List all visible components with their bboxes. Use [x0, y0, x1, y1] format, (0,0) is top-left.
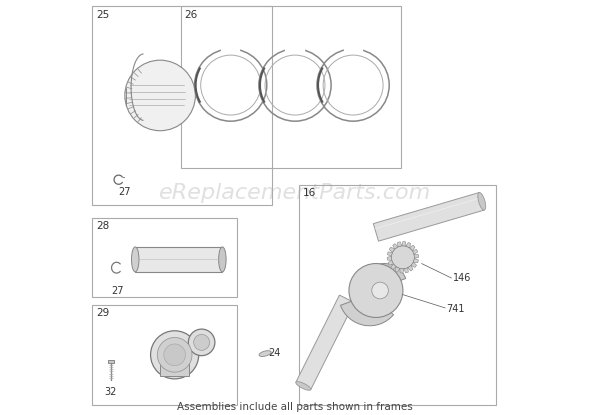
- Polygon shape: [414, 254, 419, 258]
- Bar: [93, 6, 272, 205]
- Text: 26: 26: [184, 10, 198, 20]
- Bar: [299, 185, 496, 405]
- Polygon shape: [400, 269, 404, 273]
- Text: 27: 27: [112, 286, 124, 295]
- Text: Assemblies include all parts shown in frames: Assemblies include all parts shown in fr…: [177, 402, 413, 412]
- Polygon shape: [393, 244, 398, 249]
- Polygon shape: [411, 262, 417, 267]
- Ellipse shape: [132, 247, 139, 272]
- Text: 16: 16: [303, 188, 316, 198]
- Text: 741: 741: [447, 304, 465, 314]
- Polygon shape: [395, 267, 400, 272]
- Polygon shape: [296, 295, 355, 390]
- Polygon shape: [402, 242, 406, 246]
- Polygon shape: [179, 330, 203, 350]
- Ellipse shape: [259, 351, 271, 356]
- Circle shape: [372, 282, 388, 299]
- Circle shape: [125, 60, 195, 131]
- Circle shape: [194, 334, 209, 350]
- Bar: [135, 247, 222, 272]
- Wedge shape: [340, 295, 394, 326]
- Polygon shape: [414, 258, 418, 263]
- Ellipse shape: [296, 382, 311, 390]
- Text: 146: 146: [453, 273, 471, 283]
- Polygon shape: [388, 260, 394, 265]
- Text: 29: 29: [96, 308, 109, 318]
- Text: 27: 27: [118, 187, 130, 197]
- Circle shape: [158, 337, 192, 372]
- Bar: [93, 305, 237, 405]
- Circle shape: [164, 344, 185, 366]
- Ellipse shape: [219, 247, 226, 272]
- Polygon shape: [391, 264, 396, 269]
- Polygon shape: [373, 193, 484, 241]
- Polygon shape: [408, 266, 413, 271]
- Text: 32: 32: [104, 387, 116, 397]
- Circle shape: [391, 246, 415, 269]
- Polygon shape: [406, 242, 411, 248]
- Circle shape: [150, 331, 199, 379]
- Polygon shape: [409, 245, 415, 251]
- Bar: [181, 6, 401, 168]
- Polygon shape: [389, 247, 395, 252]
- Circle shape: [349, 264, 403, 317]
- Text: 24: 24: [268, 348, 280, 358]
- Ellipse shape: [478, 193, 486, 210]
- Text: 28: 28: [96, 221, 109, 231]
- Bar: [108, 360, 114, 363]
- Circle shape: [188, 329, 215, 356]
- Polygon shape: [398, 242, 402, 247]
- Polygon shape: [412, 249, 418, 254]
- Text: 25: 25: [96, 10, 109, 20]
- Polygon shape: [388, 252, 392, 256]
- Bar: [93, 218, 237, 297]
- Polygon shape: [160, 360, 189, 376]
- Text: eReplacementParts.com: eReplacementParts.com: [159, 183, 431, 203]
- Polygon shape: [404, 268, 408, 273]
- Wedge shape: [365, 264, 406, 286]
- Polygon shape: [387, 256, 392, 260]
